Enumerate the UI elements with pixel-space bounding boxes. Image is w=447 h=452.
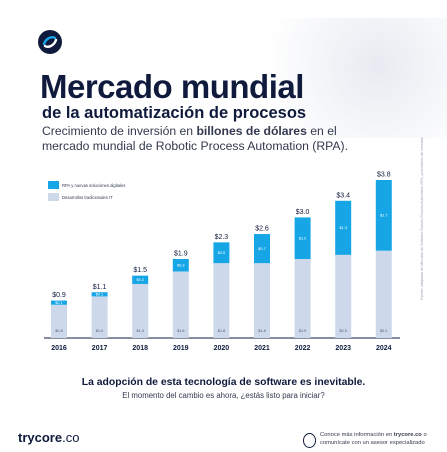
- source-note: Fuente: adaptado de Mercado de Software …: [420, 137, 424, 300]
- data-label-total: $1.9: [174, 251, 188, 258]
- subtitle-pre: Crecimiento de inversión en: [42, 124, 197, 138]
- bar-traditional-2018: [132, 283, 149, 338]
- data-label-total: $0.9: [52, 292, 66, 299]
- data-label-rpa: $0.2: [137, 278, 144, 282]
- bar-rpa-2022: [294, 217, 311, 259]
- whatsapp-icon: [303, 433, 316, 448]
- brand-logo: trycore.co: [18, 430, 79, 445]
- x-tick-label: 2023: [335, 345, 351, 352]
- data-label-rpa: $0.7: [258, 247, 265, 251]
- data-label-total: $2.6: [255, 226, 269, 233]
- data-label-total: $3.4: [336, 192, 350, 199]
- data-label-traditional: $1.9: [299, 329, 306, 333]
- cta-post: o comunícate con un asesor especializado: [320, 432, 427, 446]
- legend-swatch-traditional: [48, 193, 59, 201]
- data-label-rpa: $1.3: [340, 226, 347, 230]
- data-label-rpa: $0.5: [218, 251, 225, 255]
- bar-rpa-2016: [51, 300, 67, 305]
- bar-traditional-2017: [91, 296, 108, 338]
- x-tick-label: 2022: [295, 345, 311, 352]
- world-map-background: [217, 18, 447, 138]
- subtitle-bold: billones de dólares: [196, 124, 307, 138]
- bar-rpa-2021: [254, 234, 270, 264]
- data-label-traditional: $1.8: [218, 329, 225, 333]
- x-tick-label: 2019: [173, 345, 189, 352]
- data-label-rpa: $0.3: [177, 264, 184, 268]
- x-tick-label: 2016: [51, 345, 67, 352]
- subtitle-post: en el mercado mundial de Robotic Process…: [42, 124, 348, 153]
- bar-traditional-2021: [254, 263, 270, 338]
- bar-rpa-2024: [375, 180, 392, 251]
- brand-name: trycore: [18, 430, 63, 445]
- x-tick-label: 2021: [254, 345, 270, 352]
- bar-rpa-2023: [335, 200, 352, 255]
- data-label-rpa: $0.1: [96, 293, 103, 297]
- x-tick-label: 2018: [132, 345, 148, 352]
- x-tick-label: 2017: [92, 345, 108, 352]
- page-subtitle: Crecimiento de inversión en billones de …: [42, 124, 382, 154]
- data-label-rpa: $1.0: [299, 237, 306, 241]
- bar-rpa-2017: [91, 292, 108, 297]
- data-label-total: $3.8: [377, 172, 391, 179]
- data-label-traditional: $1.0: [96, 329, 103, 333]
- bar-traditional-2022: [294, 259, 311, 338]
- x-tick-label: 2020: [214, 345, 230, 352]
- data-label-traditional: $2.0: [340, 329, 347, 333]
- cta-link[interactable]: trycore.co: [393, 432, 422, 438]
- data-label-total: $1.5: [133, 267, 147, 274]
- bar-rpa-2020: [213, 242, 230, 264]
- tagline: La adopción de esta tecnología de softwa…: [81, 377, 366, 388]
- data-label-traditional: $0.8: [55, 329, 62, 333]
- legend-label-traditional: Desarrollos tradicionales IT: [62, 195, 113, 200]
- x-tick-label: 2024: [376, 345, 392, 352]
- brand-suffix: .co: [62, 430, 80, 445]
- bar-traditional-2019: [172, 271, 189, 338]
- data-label-rpa: $0.1: [55, 301, 62, 305]
- bar-traditional-2024: [375, 250, 392, 338]
- cta-pre: Conoce más información en: [320, 432, 394, 438]
- data-label-traditional: $1.8: [258, 329, 265, 333]
- trycore-logo-icon: [38, 30, 62, 54]
- data-label-total: $3.0: [296, 209, 310, 216]
- data-label-traditional: $1.3: [137, 329, 144, 333]
- data-label-traditional: $1.6: [177, 329, 184, 333]
- page-title-line-2: de la automatización de procesos: [42, 104, 307, 122]
- bar-traditional-2016: [51, 304, 67, 338]
- bar-rpa-2019: [172, 259, 189, 272]
- page-title: Mercado mundial: [40, 68, 304, 105]
- data-label-rpa: $1.7: [380, 214, 387, 218]
- bar-traditional-2020: [213, 263, 230, 338]
- legend-label-rpa: RPA y nuevas soluciones digitales: [62, 183, 125, 188]
- contact-cta: Conoce más información en trycore.co o c…: [320, 432, 446, 447]
- data-label-traditional: $2.1: [380, 329, 387, 333]
- bar-traditional-2023: [335, 254, 352, 338]
- tagline-sub: El momento del cambio es ahora, ¿estás l…: [122, 391, 325, 400]
- bar-rpa-2018: [132, 275, 149, 284]
- data-label-total: $2.3: [215, 234, 229, 241]
- legend-swatch-rpa: [48, 181, 59, 189]
- data-label-total: $1.1: [93, 284, 107, 291]
